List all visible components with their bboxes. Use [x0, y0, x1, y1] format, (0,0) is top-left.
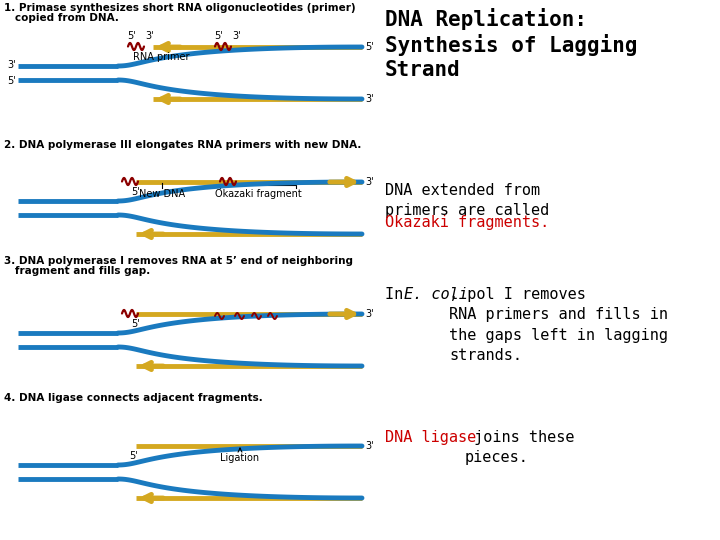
Text: 5': 5' — [365, 42, 374, 52]
Text: 1. Primase synthesizes short RNA oligonucleotides (primer): 1. Primase synthesizes short RNA oligonu… — [4, 3, 356, 13]
Text: New DNA: New DNA — [139, 189, 185, 199]
Text: 3': 3' — [232, 31, 240, 41]
Text: fragment and fills gap.: fragment and fills gap. — [4, 266, 150, 276]
Text: copied from DNA.: copied from DNA. — [4, 13, 119, 23]
Text: 3': 3' — [365, 177, 374, 187]
Text: 4. DNA ligase connects adjacent fragments.: 4. DNA ligase connects adjacent fragment… — [4, 393, 263, 403]
Text: Okazaki fragment: Okazaki fragment — [215, 189, 302, 199]
Text: 5': 5' — [7, 76, 16, 86]
Text: 5': 5' — [214, 31, 222, 41]
Text: DNA extended from
primers are called: DNA extended from primers are called — [385, 183, 549, 239]
Text: 3': 3' — [145, 31, 153, 41]
Text: Ligation: Ligation — [220, 453, 260, 463]
Text: 3': 3' — [365, 94, 374, 104]
Text: 5': 5' — [130, 451, 138, 461]
Text: joins these
pieces.: joins these pieces. — [465, 430, 575, 465]
Text: 3': 3' — [365, 309, 374, 319]
Text: 3': 3' — [365, 441, 374, 451]
Text: Okazaki fragments.: Okazaki fragments. — [385, 215, 549, 230]
Text: 5': 5' — [127, 31, 136, 41]
Text: In: In — [385, 287, 413, 302]
Text: DNA ligase: DNA ligase — [385, 430, 476, 445]
Text: 3. DNA polymerase I removes RNA at 5’ end of neighboring: 3. DNA polymerase I removes RNA at 5’ en… — [4, 256, 353, 266]
Text: 5': 5' — [132, 319, 140, 329]
Text: 2. DNA polymerase III elongates RNA primers with new DNA.: 2. DNA polymerase III elongates RNA prim… — [4, 140, 361, 150]
Text: RNA primer: RNA primer — [133, 52, 189, 62]
Text: E. coli: E. coli — [404, 287, 468, 302]
Text: DNA Replication:
Synthesis of Lagging
Strand: DNA Replication: Synthesis of Lagging St… — [385, 8, 637, 80]
Text: 3': 3' — [7, 60, 16, 70]
Text: , pol I removes
RNA primers and fills in
the gaps left in lagging
strands.: , pol I removes RNA primers and fills in… — [449, 287, 668, 363]
Text: 5': 5' — [132, 187, 140, 197]
